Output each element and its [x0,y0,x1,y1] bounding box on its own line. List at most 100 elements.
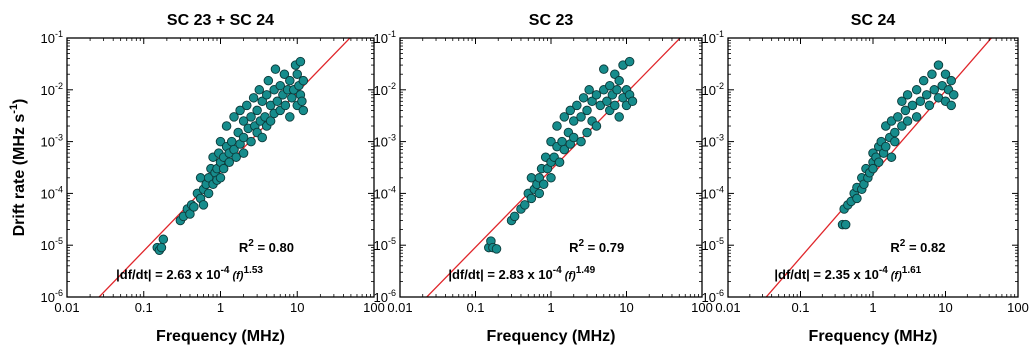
data-point [582,105,592,116]
data-point [565,105,576,116]
y-tick-base: 10 [374,135,388,150]
r2-annotation: R2 = 0.79 [569,238,624,255]
data-point [546,173,556,183]
x-tick-label: 0.01 [54,300,79,315]
x-tick-label: 1 [547,300,554,315]
y-tick-label: 10-6 [374,288,396,305]
data-point [238,148,249,158]
y-tick-base: 10 [41,83,55,98]
data-point [614,75,624,86]
y-tick-base: 10 [702,238,716,253]
data-point [868,163,878,174]
data-point [946,100,956,111]
data-point [520,200,530,210]
y-tick-base: 10 [702,290,716,305]
data-point [840,219,851,230]
x-tick-label: 10 [290,300,304,315]
x-tick-label: 0.1 [791,300,809,315]
data-point [261,90,272,100]
panel-1: SC 23 + SC 240.01 0.1 1 10 10010-610-510-410… [8,12,385,345]
eq-sup: -4 [879,265,888,276]
y-tick-label: 10-1 [374,29,396,46]
y-tick-exp: -6 [388,288,396,298]
y-tick-label: 10-3 [702,133,724,150]
data-point [881,141,891,152]
y-tick-exp: -1 [388,29,396,39]
r2-label: R [890,240,900,255]
y-tick-exp: -6 [55,288,63,298]
y-tick-base: 10 [374,238,388,253]
eq-sup: -4 [553,265,562,276]
data-point [940,69,951,79]
data-point [298,105,309,116]
y-tick-exp: -2 [55,81,63,91]
eq-sup: -4 [221,265,230,276]
y-tick-label: 10-1 [41,29,63,46]
data-point [568,132,579,143]
data-point [215,136,226,147]
data-point [552,121,562,131]
data-point [911,112,922,122]
x-tick-label: 100 [691,300,713,315]
y-tick-base: 10 [41,31,55,46]
data-point [285,112,295,122]
data-point [918,75,929,86]
y-tick-base: 10 [374,31,388,46]
data-point [591,90,602,100]
x-axis-label: Frequency (MHz) [156,328,285,345]
data-point [907,100,918,111]
data-point [873,157,884,167]
data-point [614,112,624,122]
data-point [252,105,262,116]
data-point [559,112,570,122]
y-tick-base: 10 [374,290,388,305]
data-point [246,112,256,122]
data-point [287,93,297,103]
fit-equation: |df/dt| = 2.83 x 10-4 (f)1.49 [448,265,595,282]
data-point [295,56,306,67]
data-point [298,75,309,86]
r2-value: = 0.79 [584,240,624,255]
data-point [263,75,274,86]
data-points [152,56,309,255]
data-point [215,173,226,183]
y-tick-label: 10-4 [41,184,63,201]
y-tick-exp: -6 [716,288,724,298]
data-point [893,112,903,122]
y-tick-exp: -5 [388,236,396,246]
x-axis-label: Frequency (MHz) [809,328,938,345]
data-point [297,96,307,107]
y-tick-exp: -1 [55,29,63,39]
data-point [534,188,545,199]
y-axis-label-close: ) [11,99,28,104]
data-point [599,64,609,74]
data-point [946,75,956,86]
data-point [221,121,232,131]
data-point [610,100,620,111]
r2-sup: 2 [579,238,585,249]
data-point [572,100,582,111]
eq-var: (f) [565,270,576,282]
data-point [526,193,537,204]
y-tick-label: 10-3 [41,133,63,150]
data-point [602,96,612,107]
data-point [587,96,597,107]
y-axis-label-sup: -1 [8,104,20,114]
data-point [576,112,586,122]
y-tick-label: 10-5 [374,236,396,253]
panel-title: SC 24 [851,12,896,29]
data-point [270,64,281,74]
data-point [890,136,900,147]
y-tick-base: 10 [702,31,716,46]
data-point [254,85,265,95]
x-tick-label: 0.01 [387,300,412,315]
data-point [238,116,249,126]
x-tick-label: 10 [938,300,952,315]
y-tick-base: 10 [41,238,55,253]
data-point [627,96,638,107]
data-point [185,209,195,219]
x-tick-label: 0.01 [715,300,740,315]
y-tick-label: 10-5 [41,236,63,253]
